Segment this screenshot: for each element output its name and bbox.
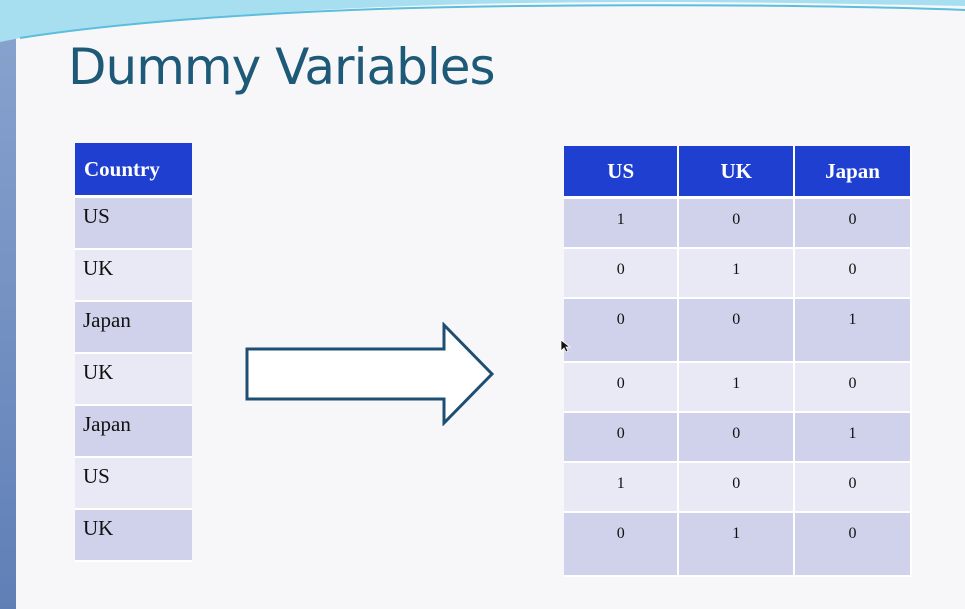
dummy-cell: 1 xyxy=(678,511,796,577)
mouse-pointer-icon xyxy=(560,339,572,353)
table-row: 0 1 0 xyxy=(564,361,912,413)
dummy-cell: 0 xyxy=(564,511,680,577)
country-cell: UK xyxy=(75,508,192,562)
dummy-cell: 0 xyxy=(678,411,796,463)
table-row: US xyxy=(75,196,192,250)
dummy-cell: 0 xyxy=(794,247,912,299)
country-column-header: Country xyxy=(75,143,192,198)
country-cell: UK xyxy=(75,248,192,302)
table-row: UK xyxy=(75,248,192,302)
us-column-header: US xyxy=(564,146,680,199)
table-row: 0 1 0 xyxy=(564,511,912,577)
right-arrow-icon xyxy=(245,322,495,426)
table-row: 0 1 0 xyxy=(564,247,912,299)
table-row: 1 0 0 xyxy=(564,197,912,249)
uk-column-header: UK xyxy=(678,146,796,199)
dummy-cell: 1 xyxy=(678,247,796,299)
slide-left-border xyxy=(0,0,16,609)
dummy-cell: 0 xyxy=(794,511,912,577)
dummy-cell: 1 xyxy=(794,297,912,363)
table-row: Japan xyxy=(75,300,192,354)
dummy-cell: 0 xyxy=(794,461,912,513)
dummy-cell: 0 xyxy=(564,411,680,463)
dummy-cell: 1 xyxy=(564,197,680,249)
dummy-cell: 0 xyxy=(794,197,912,249)
slide-title: Dummy Variables xyxy=(68,38,496,96)
country-cell: US xyxy=(75,456,192,510)
dummy-cell: 0 xyxy=(794,361,912,413)
country-table: Country US UK Japan UK Japan US UK xyxy=(75,143,192,562)
table-row: 1 0 0 xyxy=(564,461,912,513)
dummy-cell: 0 xyxy=(678,461,796,513)
dummy-cell: 0 xyxy=(564,361,680,413)
dummy-cell: 1 xyxy=(678,361,796,413)
table-row: 0 0 1 xyxy=(564,297,912,363)
dummy-cell: 0 xyxy=(678,197,796,249)
japan-column-header: Japan xyxy=(794,146,912,199)
country-cell: US xyxy=(75,196,192,250)
country-cell: Japan xyxy=(75,404,192,458)
dummy-cell: 1 xyxy=(794,411,912,463)
table-row: US xyxy=(75,456,192,510)
table-row: Japan xyxy=(75,404,192,458)
dummy-cell: 0 xyxy=(564,297,680,363)
dummy-variable-table: US UK Japan 1 0 0 0 1 0 0 0 1 0 1 0 0 0 … xyxy=(564,146,912,577)
table-row: UK xyxy=(75,508,192,562)
table-row: 0 0 1 xyxy=(564,411,912,463)
table-row: UK xyxy=(75,352,192,406)
country-cell: UK xyxy=(75,352,192,406)
header-wave-decoration xyxy=(0,0,965,42)
country-cell: Japan xyxy=(75,300,192,354)
dummy-cell: 0 xyxy=(678,297,796,363)
dummy-cell: 1 xyxy=(564,461,680,513)
dummy-cell: 0 xyxy=(564,247,680,299)
